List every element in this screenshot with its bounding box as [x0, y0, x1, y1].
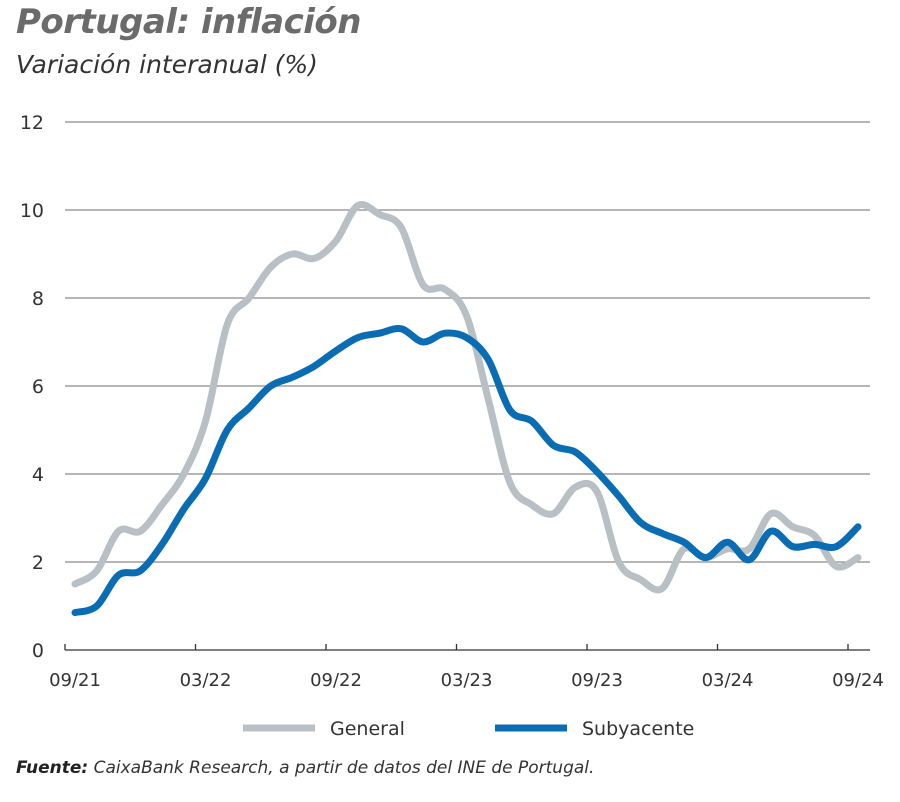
y-tick-label: 0 — [32, 640, 44, 662]
legend-label-general: General — [330, 718, 405, 740]
y-tick-label: 10 — [20, 200, 44, 222]
series-line-general — [71, 201, 862, 594]
source-label: Fuente: — [16, 758, 89, 778]
x-tick-label: 03/22 — [180, 670, 232, 691]
source-note: Fuente: CaixaBank Research, a partir de … — [16, 758, 594, 778]
series-line-subyacente — [71, 325, 862, 617]
y-tick-label: 12 — [20, 112, 44, 134]
x-tick-label: 09/22 — [310, 670, 362, 691]
y-tick-label: 2 — [32, 552, 44, 574]
source-text: CaixaBank Research, a partir de datos de… — [93, 758, 595, 778]
x-tick-label: 09/24 — [832, 670, 884, 691]
x-tick-label: 03/23 — [441, 670, 493, 691]
legend-label-subyacente: Subyacente — [582, 718, 694, 740]
x-tick-label: 09/21 — [49, 670, 101, 691]
x-tick-label: 03/24 — [702, 670, 754, 691]
chart-subtitle: Variación interanual (%) — [16, 50, 318, 79]
chart-title: Portugal: inflación — [16, 2, 362, 42]
y-tick-label: 4 — [32, 464, 44, 486]
y-tick-label: 6 — [32, 376, 44, 398]
x-tick-label: 09/23 — [571, 670, 623, 691]
y-tick-label: 8 — [32, 288, 44, 310]
